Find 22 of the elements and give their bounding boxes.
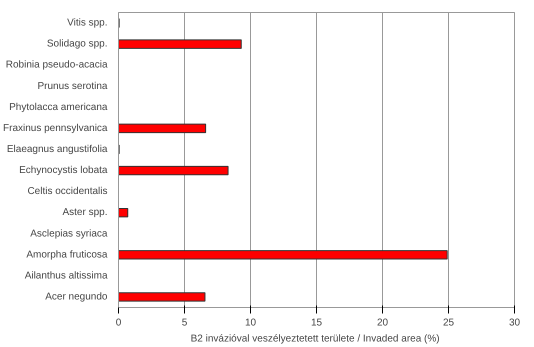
y-tick-label: Ailanthus altissima bbox=[24, 270, 108, 282]
y-tick-label: Phytolacca americana bbox=[9, 102, 108, 113]
y-tick-label: Robinia pseudo-acacia bbox=[6, 60, 108, 71]
x-axis-title: B2 invázióval veszélyeztetett területe / Invaded area (%) bbox=[190, 334, 440, 344]
x-tick-label: 0 bbox=[116, 318, 122, 328]
y-tick-label: Celtis occidentalis bbox=[27, 186, 108, 198]
x-tick-label: 15 bbox=[310, 318, 322, 328]
y-tick-label: Fraxinus pennsylvanica bbox=[3, 122, 108, 134]
x-tick-label: 5 bbox=[182, 318, 188, 328]
y-tick-label: Acer negundo bbox=[45, 291, 108, 302]
x-tick-label: 30 bbox=[508, 318, 520, 328]
y-tick-label: Elaeagnus angustifolia bbox=[6, 144, 108, 155]
y-tick-label: Amorpha fruticosa bbox=[26, 249, 108, 260]
y-tick-label: Echynocystis lobata bbox=[19, 165, 108, 176]
x-tick-label: 10 bbox=[244, 318, 256, 328]
y-tick-label: Vitis spp. bbox=[67, 18, 108, 29]
y-tick-label: Asclepias syriaca bbox=[30, 228, 108, 240]
y-tick-label: Prunus serotina bbox=[37, 80, 108, 92]
y-tick-label: Aster spp. bbox=[62, 207, 108, 218]
y-tick-label: Solidago spp. bbox=[46, 38, 108, 50]
x-tick-label: 20 bbox=[376, 318, 388, 328]
x-tick-label: 25 bbox=[442, 318, 454, 328]
